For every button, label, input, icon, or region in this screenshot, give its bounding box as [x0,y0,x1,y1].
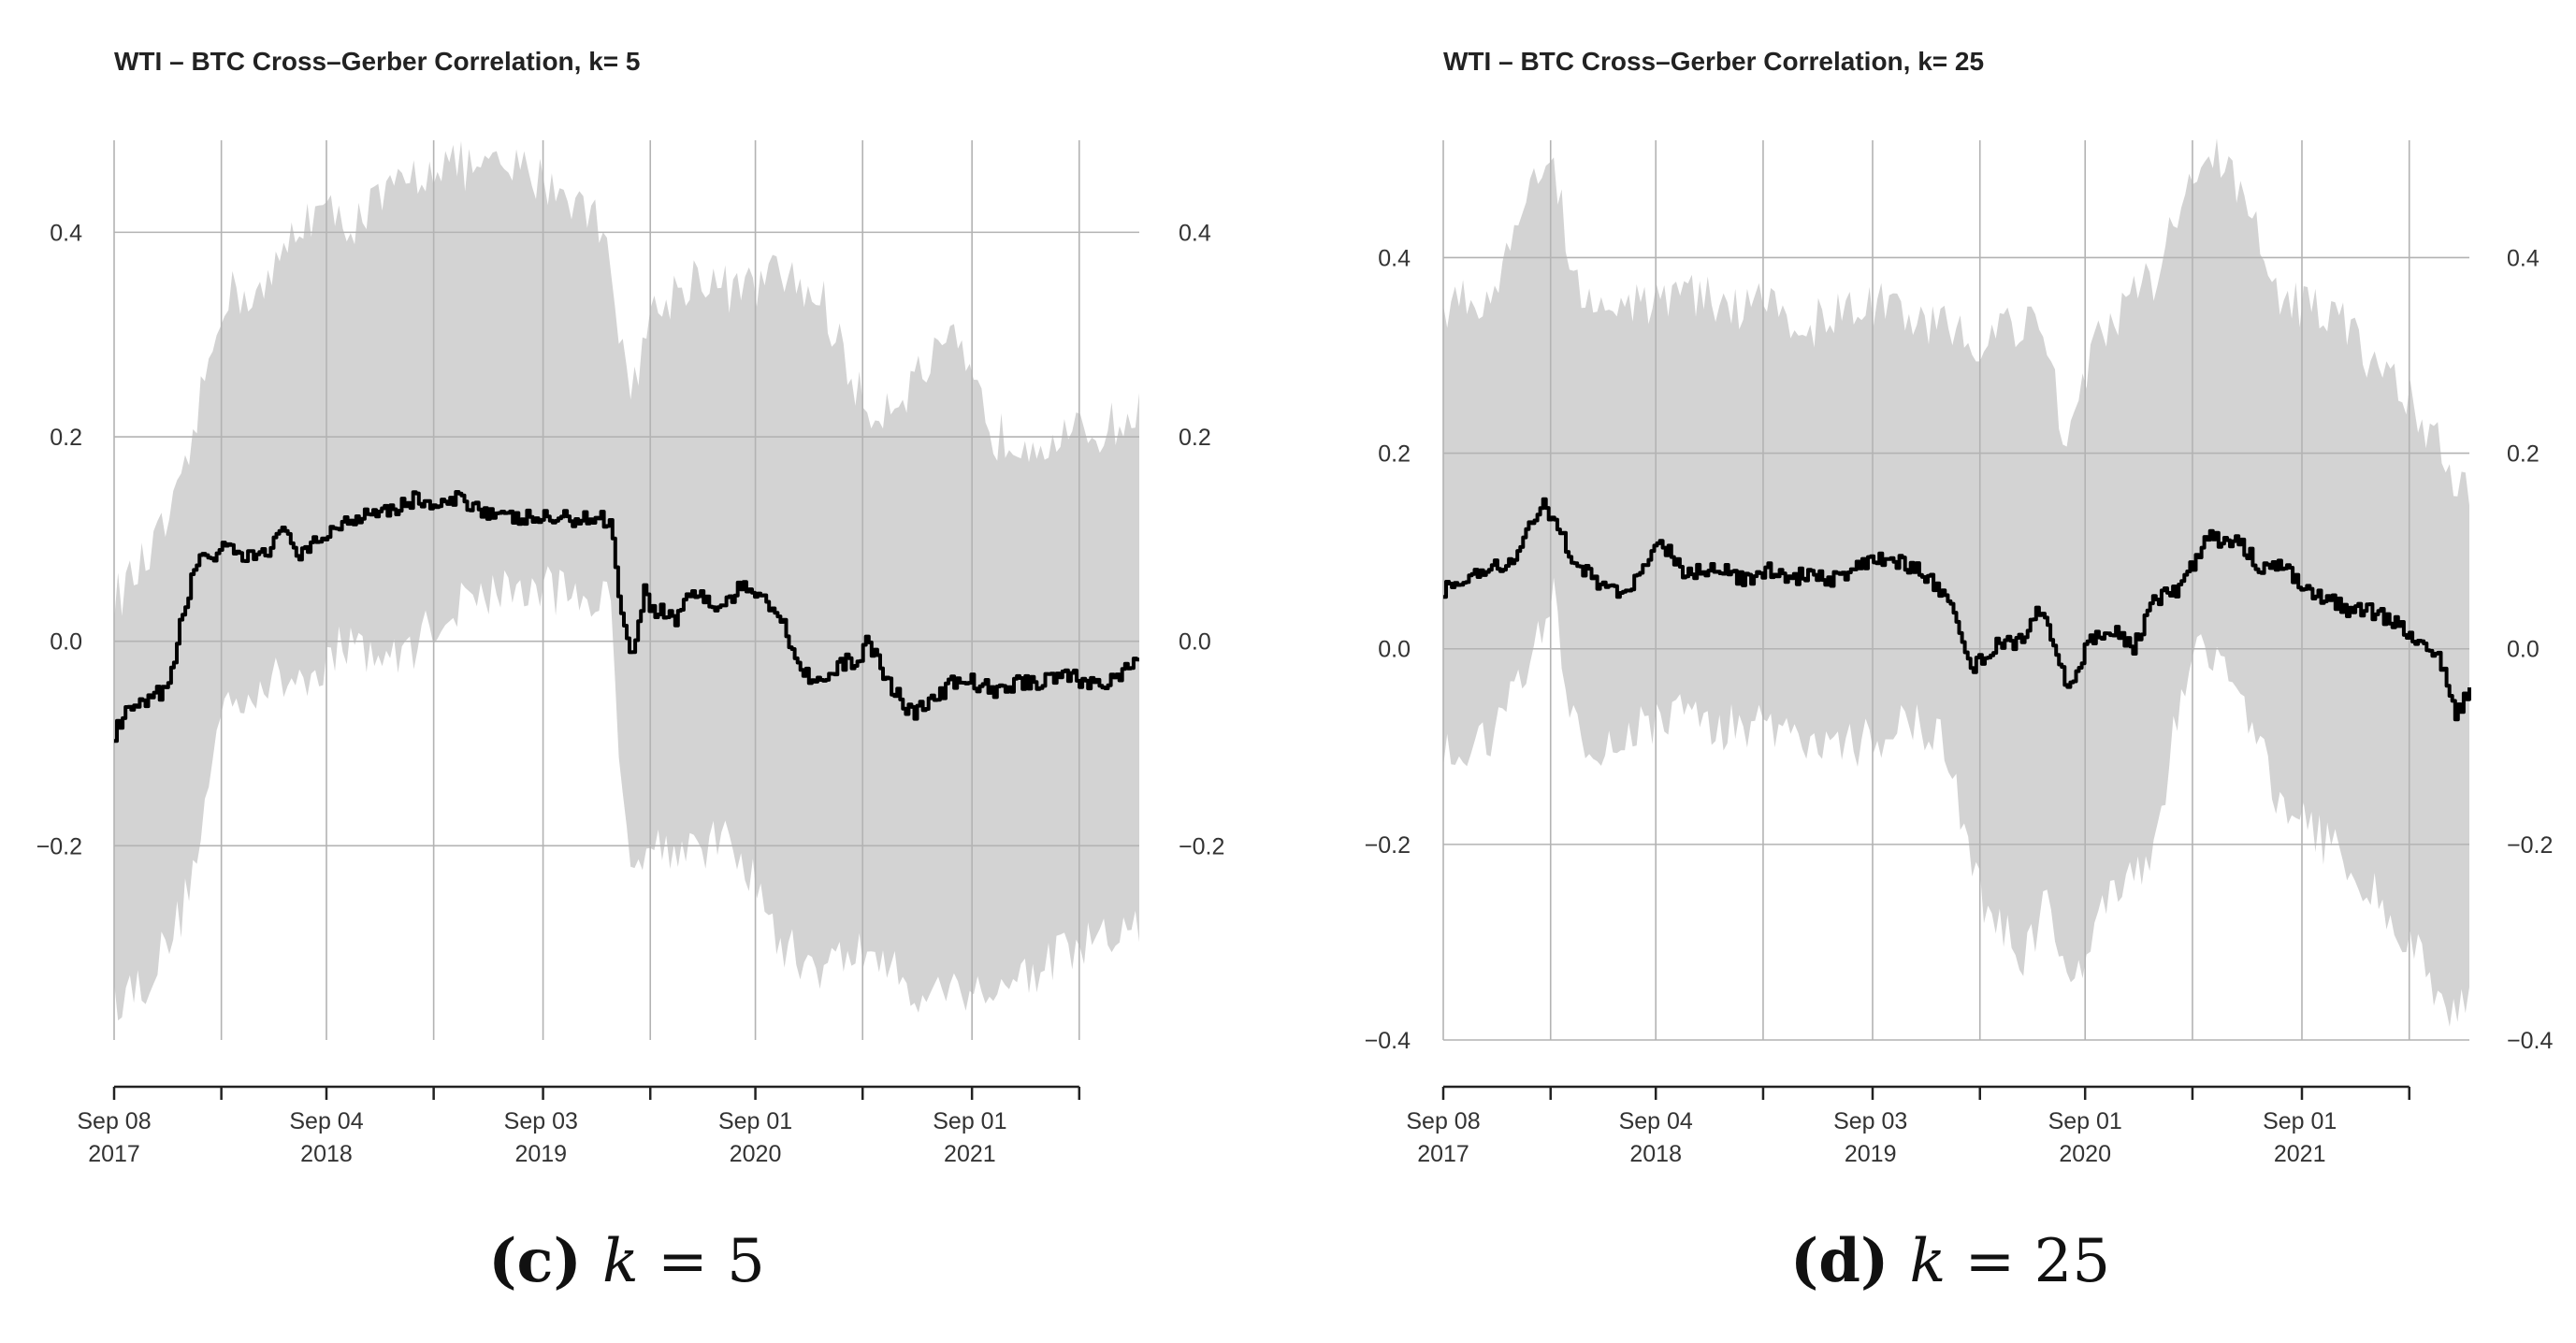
x-tick-label: Sep 03 [504,1108,578,1134]
chart-title: WTI – BTC Cross–Gerber Correlation, k= 2… [1443,47,1984,76]
y-tick-label-left: 0.0 [50,629,82,656]
y-tick-label-right: 0.4 [1179,220,1211,246]
x-tick-label-year: 2017 [1417,1141,1469,1167]
confidence-band [114,140,1139,1021]
x-tick-label: Sep 04 [289,1108,363,1134]
y-tick-label-right: −0.2 [1179,833,1224,859]
x-tick-label: Sep 04 [1619,1108,1693,1134]
x-tick-label-year: 2018 [1629,1141,1682,1167]
x-tick-label-year: 2021 [944,1141,996,1167]
y-tick-label-right: 0.2 [1179,425,1211,451]
y-tick-label-right: −0.4 [2507,1028,2553,1054]
x-tick-label-year: 2020 [2059,1141,2111,1167]
y-tick-label-left: 0.4 [1378,245,1411,271]
x-tick-label: Sep 03 [1833,1108,1907,1134]
x-tick-label-year: 2018 [300,1141,353,1167]
x-tick-label-year: 2019 [1845,1141,1897,1167]
y-tick-label-left: 0.2 [50,425,82,451]
x-tick-label: Sep 01 [933,1108,1006,1134]
chart-panel-k5: WTI – BTC Cross–Gerber Correlation, k= 5… [36,47,1225,1296]
x-tick-label-year: 2017 [88,1141,140,1167]
x-tick-label: Sep 01 [718,1108,792,1134]
series-line [1443,497,2471,722]
y-tick-label-left: −0.2 [36,833,82,859]
y-tick-label-right: 0.0 [2507,637,2540,663]
confidence-band [1443,138,2469,1027]
x-tick-label: Sep 01 [2048,1108,2122,1134]
x-tick-label: Sep 08 [1406,1108,1480,1134]
x-tick-label: Sep 08 [77,1108,151,1134]
chart-title: WTI – BTC Cross–Gerber Correlation, k= 5 [114,47,641,76]
y-tick-label-right: 0.0 [1179,629,1211,656]
x-tick-label-year: 2019 [514,1141,567,1167]
y-tick-label-right: 0.4 [2507,245,2540,271]
y-tick-label-left: −0.4 [1365,1028,1411,1054]
y-tick-label-left: 0.4 [50,220,82,246]
y-tick-label-left: 0.2 [1378,441,1411,468]
chart-panel-k25: WTI – BTC Cross–Gerber Correlation, k= 2… [1365,47,2554,1296]
y-tick-label-left: 0.0 [1378,637,1411,663]
panel-caption: (c) k = 5 [488,1226,765,1296]
y-tick-label-left: −0.2 [1365,832,1411,859]
y-tick-label-right: 0.2 [2507,441,2540,468]
series-line [114,490,1139,744]
y-tick-label-right: −0.2 [2507,832,2553,859]
x-tick-label-year: 2021 [2274,1141,2326,1167]
x-tick-label-year: 2020 [730,1141,782,1167]
x-tick-label: Sep 01 [2263,1108,2337,1134]
panel-caption: (d) k = 25 [1790,1226,2110,1296]
